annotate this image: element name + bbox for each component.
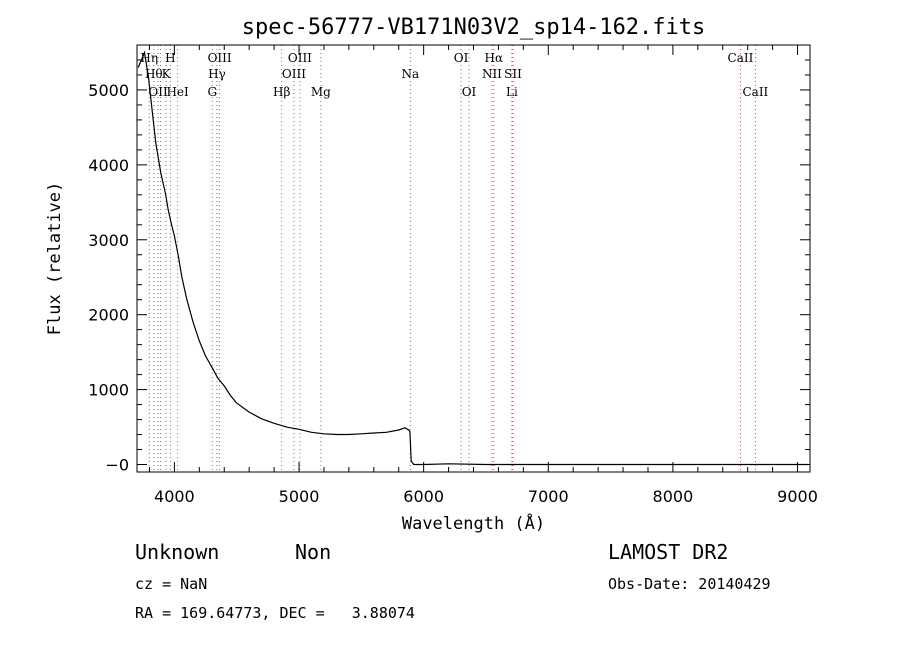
object-class: Unknown [135, 540, 220, 564]
x-tick-label: 5000 [279, 487, 320, 506]
x-tick-label: 8000 [653, 487, 694, 506]
x-tick-label: 9000 [777, 487, 818, 506]
spectral-line-label: NII [482, 67, 502, 81]
spectral-line-label: Hθ [145, 67, 163, 81]
object-subclass: Non [295, 540, 332, 564]
obs-date-text: Obs-Date: 20140429 [608, 575, 771, 593]
spectral-line-label: OIII [288, 51, 312, 65]
spectral-line-label: Mg [311, 85, 331, 99]
spectral-lines [148, 45, 756, 472]
spectral-line-label: HeI [166, 85, 189, 99]
spectral-line-label: SII [504, 67, 522, 81]
spectral-line-label: OI [454, 51, 469, 65]
spectral-line-label: CaII [742, 85, 768, 99]
spectral-line-label: Hα [485, 51, 504, 65]
y-axis-label: Flux (relative) [45, 182, 65, 336]
y-tick-label: 2000 [88, 306, 129, 325]
spectral-line-label: OIII [208, 51, 232, 65]
spectrum-series-line [137, 50, 808, 466]
spectral-line-label: Hβ [273, 85, 290, 99]
coordinates-text: RA = 169.64773, DEC = 3.88074 [135, 604, 415, 622]
x-tick-label: 6000 [403, 487, 444, 506]
axis-ticks: 4000 5000 6000 7000 8000 9000 −0 1000 2000 3000 40… [88, 45, 818, 506]
spectral-line-label: Na [401, 67, 419, 81]
plot-frame [136, 44, 811, 473]
redshift-text: cz = NaN [135, 575, 208, 593]
spectral-line-label: OI [462, 85, 477, 99]
spectral-line-label: OII [148, 85, 168, 99]
y-tick-label: 4000 [88, 156, 129, 175]
spectral-line-label: OIII [282, 67, 306, 81]
spectral-line-label: Hγ [208, 67, 226, 81]
x-tick-label: 7000 [528, 487, 569, 506]
y-tick-label: −0 [105, 456, 129, 475]
spectral-line-label: K [162, 67, 172, 81]
spectral-line-label: CaII [728, 51, 754, 65]
x-tick-label: 4000 [154, 487, 195, 506]
y-tick-label: 5000 [88, 81, 129, 100]
x-axis-label: Wavelength (Å) [402, 512, 545, 534]
spectral-line-label: Hη [140, 51, 158, 65]
survey-label: LAMOST DR2 [608, 540, 729, 564]
spectral-line-label: H [165, 51, 175, 65]
y-tick-label: 1000 [88, 381, 129, 400]
spectral-line-label: Li [506, 85, 518, 99]
spectral-line-label: G [207, 85, 217, 99]
spectral-line-labels: Hη Hθ OII KH HeI G Hγ OIII Hβ OIII OIII Mg Na OI OI NII… [140, 51, 768, 99]
y-tick-label: 3000 [88, 231, 129, 250]
chart-title: spec-56777-VB171N03V2_sp14-162.fits [242, 15, 706, 40]
